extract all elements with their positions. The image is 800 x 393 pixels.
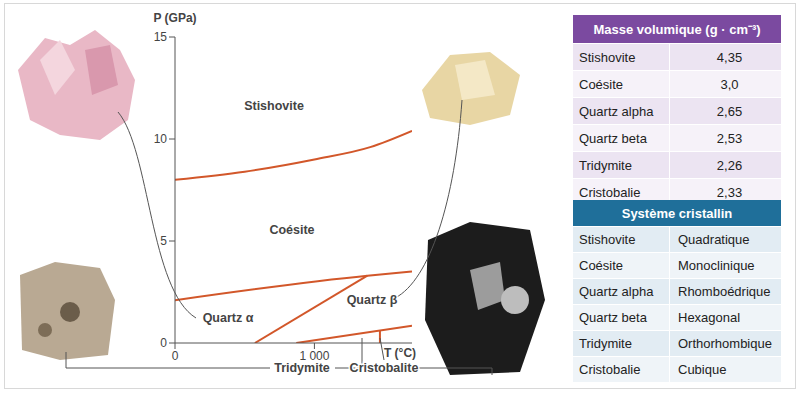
html-text:Quartz alpha: Quartz alpha [579, 103, 654, 119]
svg-text:Quartz β: Quartz β [347, 293, 398, 307]
html-text:2,33: 2,33 [716, 184, 743, 200]
html-text:Coésite: Coésite [579, 258, 624, 273]
html-text:Système cristallin: Système cristallin [621, 205, 733, 221]
html-text:4,35: 4,35 [716, 49, 743, 65]
html-text:Stishovite: Stishovite [579, 232, 636, 247]
svg-text:0: 0 [160, 336, 167, 350]
html-text:Quartz beta: Quartz beta [579, 310, 647, 325]
svg-text:Cristobalite: Cristobalite [350, 361, 419, 375]
html-text:Rhomboédrique: Rhomboédrique [678, 284, 771, 299]
svg-text:10: 10 [154, 132, 168, 146]
html-text:Cubique: Cubique [678, 362, 727, 377]
svg-text:15: 15 [154, 30, 168, 44]
svg-text:Stishovite: Stishovite [244, 99, 304, 113]
html-text:Hexagonal: Hexagonal [678, 310, 741, 325]
svg-text:P (GPa): P (GPa) [153, 11, 196, 25]
html-text:Cristobalie: Cristobalie [579, 184, 641, 200]
html-text:Cristobalie: Cristobalie [579, 362, 641, 377]
svg-text:0: 0 [172, 349, 179, 363]
html-text:Tridymite: Tridymite [579, 157, 632, 173]
svg-text:1 000: 1 000 [299, 349, 329, 363]
svg-text:Quartz α: Quartz α [203, 311, 254, 325]
svg-text:Tridymite: Tridymite [274, 361, 330, 375]
svg-text:5: 5 [160, 234, 167, 248]
html-text:Orthorhombique: Orthorhombique [678, 336, 772, 351]
html-text:3,0: 3,0 [720, 76, 739, 92]
html-text:Coésite: Coésite [579, 76, 624, 92]
html-text:Quadratique: Quadratique [678, 232, 750, 247]
html-text:2,53: 2,53 [716, 130, 743, 146]
html-text:Tridymite: Tridymite [579, 336, 632, 351]
html-text:Monoclinique: Monoclinique [678, 258, 755, 273]
svg-text:Coésite: Coésite [269, 223, 314, 237]
html-text:Quartz alpha: Quartz alpha [579, 284, 654, 299]
html-text:Masse volumique (g · cm⁻³): Masse volumique (g · cm⁻³) [593, 22, 761, 37]
svg-text:T (°C): T (°C) [384, 346, 416, 360]
html-text:2,65: 2,65 [716, 103, 743, 119]
html-text:Quartz beta: Quartz beta [579, 130, 647, 146]
html-text:2,26: 2,26 [716, 157, 743, 173]
html-text:Stishovite: Stishovite [579, 49, 636, 65]
